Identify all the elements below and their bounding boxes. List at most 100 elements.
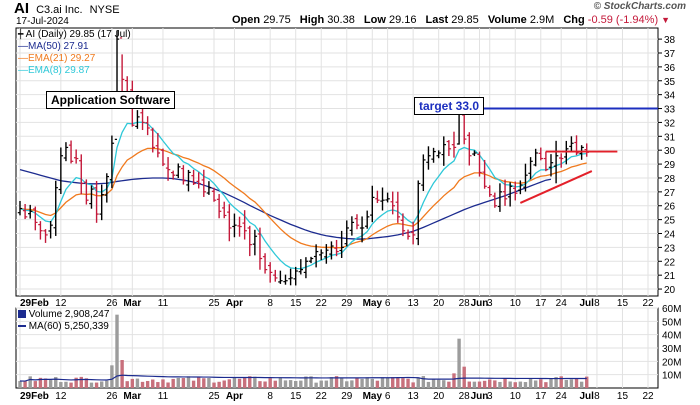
price-bar (273, 269, 278, 282)
x-tick-label: 8 (594, 391, 600, 402)
price-bar (252, 229, 258, 256)
price-tick-label: 30 (664, 146, 676, 157)
price-bar (497, 183, 503, 212)
bar-icon: ┿ (18, 29, 24, 39)
price-bar (89, 185, 94, 209)
price-bar (349, 216, 355, 236)
volume-bar (339, 377, 344, 388)
price-bar (262, 253, 268, 274)
volume-bar (74, 377, 78, 388)
price-bar (334, 239, 339, 257)
volume-bar (477, 381, 482, 388)
symbol: AI (14, 0, 29, 17)
legend-volume: Volume 2,908,247 (18, 309, 109, 320)
volume-bar (79, 376, 83, 388)
volume-bar (447, 381, 451, 388)
price-bar (114, 30, 120, 140)
price-bar (410, 221, 416, 245)
price-bar (538, 147, 543, 161)
volume-bar (564, 379, 569, 388)
price-bar (99, 184, 104, 221)
volume-bar (304, 376, 308, 388)
price-tick-label: 29 (664, 160, 676, 171)
chg-value: -0.59 (-1.94%) (587, 14, 659, 26)
volume-bar (161, 379, 165, 388)
volume-bar (191, 380, 196, 388)
price-bar (150, 127, 155, 153)
x-tick-label: 22 (642, 298, 654, 309)
price-bar (319, 249, 324, 261)
price-bar (38, 221, 43, 240)
volume-label: Volume (487, 14, 527, 26)
x-tick-label: 20 (433, 298, 445, 309)
legend-vol-ma60-text: MA(60) 5,250,339 (28, 321, 109, 332)
x-tick-label: 12 (55, 298, 67, 309)
low-value: 29.16 (388, 14, 417, 26)
price-bar (283, 274, 288, 285)
x-tick-label: 29Feb (20, 391, 49, 402)
low-label: Low (363, 14, 386, 26)
x-tick-label: 13 (408, 298, 420, 309)
price-bar (364, 210, 370, 229)
volume-bar (472, 381, 477, 388)
high-value: 30.38 (327, 14, 355, 26)
price-bar (232, 213, 237, 238)
price-bar (104, 173, 109, 203)
sector-annotation: Application Software (46, 91, 176, 109)
volume-bar (523, 382, 528, 388)
volume-bar (156, 382, 160, 388)
volume-bar (64, 381, 68, 388)
volume-bar (426, 381, 431, 388)
legend-ma50-text: MA(50) 27.91 (28, 41, 89, 52)
price-bar (400, 213, 406, 237)
price-tick-label: 27 (664, 188, 676, 199)
price-tick-label: 24 (664, 230, 676, 241)
volume-bar (436, 379, 441, 388)
volume-bar (196, 376, 201, 388)
price-tick-label: 34 (664, 91, 676, 102)
header-date: 17-Jul-2024 (16, 16, 69, 27)
legend-ema21-text: EMA(21) 29.27 (28, 53, 96, 64)
price-bar (467, 132, 472, 166)
volume-bar (365, 377, 369, 388)
x-tick-label: 11 (158, 391, 169, 402)
price-bar (426, 146, 431, 170)
volume-bar (217, 381, 221, 388)
price-bar (186, 169, 191, 192)
vol-ma60-swatch-icon (18, 325, 26, 328)
volume-bar (569, 379, 574, 388)
volume-bar (258, 381, 262, 388)
volume-swatch-icon (18, 310, 26, 319)
volume-bar (59, 382, 63, 388)
volume-bar (227, 379, 232, 388)
volume-bar (585, 376, 589, 388)
volume-bar (38, 377, 43, 388)
x-tick-label: Apr (226, 391, 243, 402)
indicator-lines (19, 121, 587, 270)
volume-bar (171, 378, 175, 388)
x-tick-label: 8 (267, 391, 273, 402)
price-bar (308, 256, 314, 264)
x-tick-label: 24 (556, 391, 568, 402)
price-bar (237, 216, 242, 237)
volume-bar (273, 380, 277, 388)
price-bar (28, 204, 33, 219)
price-bar (416, 180, 421, 246)
price-bar (487, 185, 492, 197)
volume-bar (299, 380, 303, 388)
price-bar (181, 165, 186, 185)
price-bar (196, 172, 201, 189)
x-tick-label: 22 (642, 391, 654, 402)
price-bar (73, 149, 79, 164)
price-tick-label: 36 (664, 63, 676, 74)
price-bar (451, 131, 457, 158)
volume-bar (549, 378, 553, 388)
x-tick-label: Mar (123, 298, 141, 309)
x-tick-label: 8 (267, 298, 273, 309)
last-value: 29.85 (451, 14, 479, 26)
x-tick-label: Mar (123, 391, 141, 402)
price-bar (482, 159, 487, 189)
price-bar (354, 214, 360, 230)
volume-bar (248, 376, 252, 388)
price-bar (257, 227, 263, 270)
